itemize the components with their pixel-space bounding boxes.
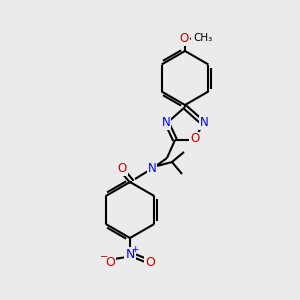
Text: −: − [100, 252, 108, 262]
Text: N: N [125, 248, 135, 260]
Text: +: + [131, 244, 139, 253]
Text: N: N [200, 116, 208, 130]
Text: N: N [162, 116, 170, 130]
Text: N: N [148, 161, 156, 175]
Text: O: O [190, 133, 200, 146]
Text: O: O [145, 256, 155, 268]
Text: O: O [179, 32, 189, 46]
Text: O: O [105, 256, 115, 268]
Text: CH₃: CH₃ [193, 33, 212, 43]
Text: O: O [117, 163, 127, 176]
